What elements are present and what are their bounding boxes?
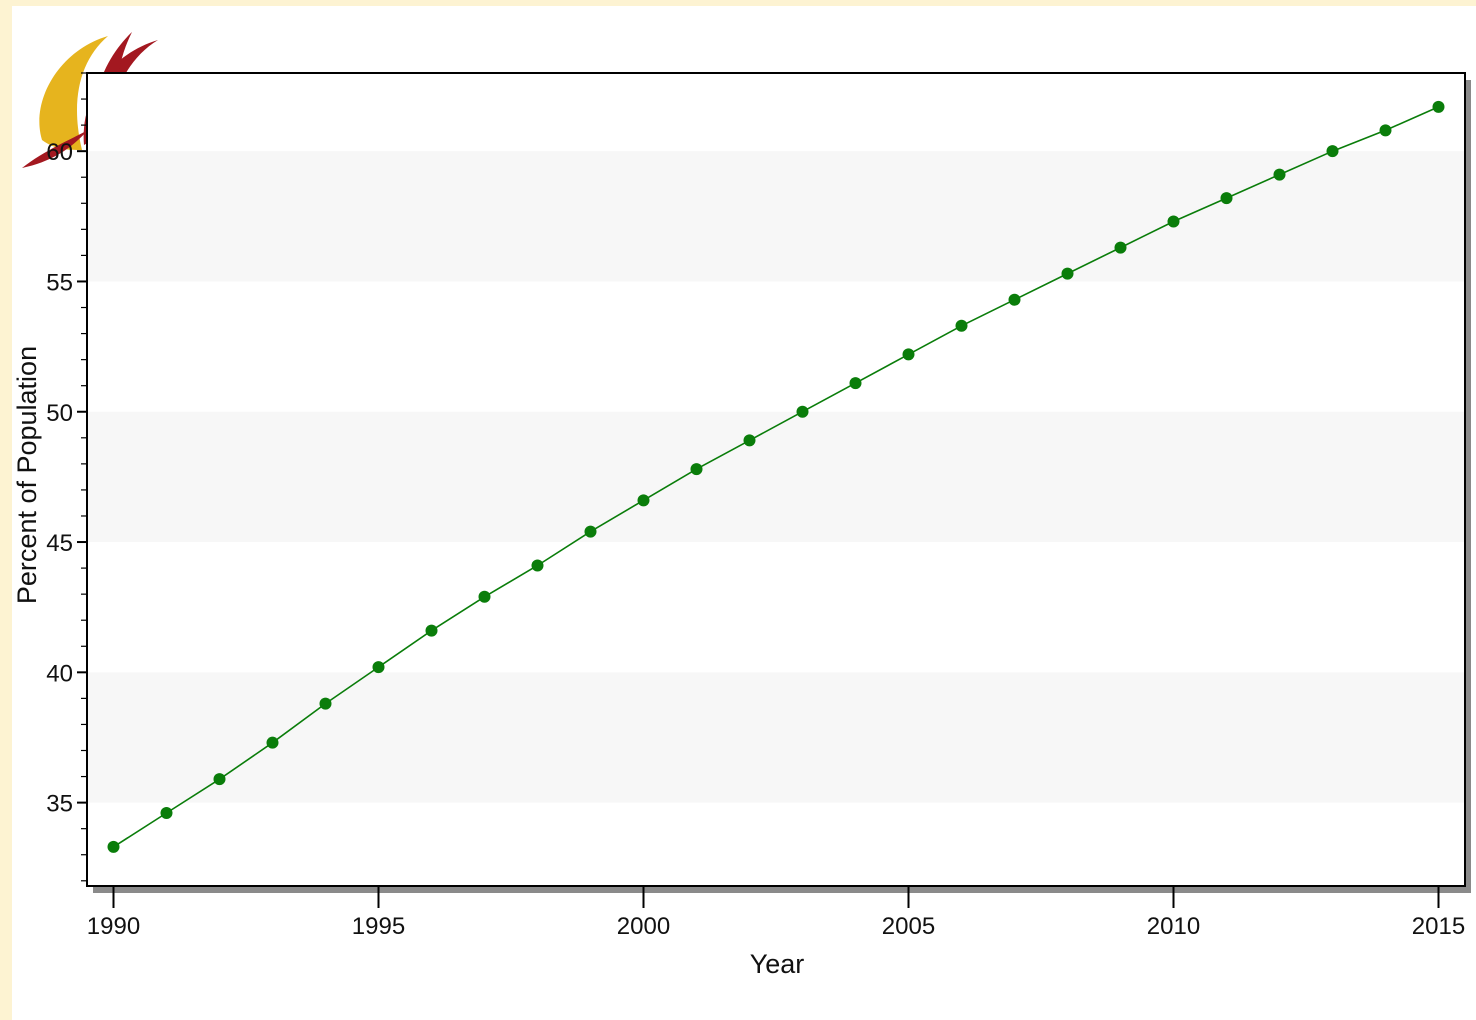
data-point (266, 736, 279, 749)
x-tick-label: 1995 (352, 913, 405, 940)
data-point (1326, 145, 1339, 158)
data-point (902, 348, 915, 361)
grid-band (88, 411, 1464, 543)
x-tick-label: 2000 (617, 913, 670, 940)
x-tick-label: 1990 (87, 913, 140, 940)
grid-bands (88, 151, 1464, 803)
y-tick-label: 35 (46, 791, 73, 818)
data-point (372, 661, 385, 674)
data-point (1114, 241, 1127, 254)
data-point (1008, 293, 1021, 306)
data-point (1061, 267, 1074, 280)
data-point (1220, 192, 1233, 205)
data-point (1167, 215, 1180, 228)
data-points (107, 100, 1445, 853)
y-tick-label: 60 (46, 139, 73, 166)
data-point (478, 590, 491, 603)
y-tick-label: 55 (46, 269, 73, 296)
x-tick-label: 2005 (882, 913, 935, 940)
x-tick-label: 2015 (1412, 913, 1465, 940)
series-line (113, 106, 1439, 848)
y-axis: 35 40 45 50 55 60 (46, 72, 87, 882)
data-point (637, 494, 650, 507)
data-point (319, 697, 332, 710)
grid-band (88, 151, 1464, 282)
data-point (1432, 100, 1445, 113)
x-tick-label: 2010 (1147, 913, 1200, 940)
data-point (1379, 124, 1392, 137)
data-point (160, 807, 173, 820)
y-axis-title: Percent of Population (12, 346, 42, 604)
data-point (1273, 168, 1286, 181)
data-point (743, 434, 756, 447)
data-point (796, 405, 809, 418)
data-point (690, 463, 703, 476)
data-point (107, 840, 120, 853)
data-point (425, 624, 438, 637)
data-point (584, 525, 597, 538)
x-axis-title: Year (750, 949, 805, 979)
data-point (531, 559, 544, 572)
x-axis: 1990 1995 2000 2005 2010 2015 (87, 886, 1465, 940)
grid-band (88, 672, 1464, 803)
y-tick-label: 50 (46, 400, 73, 427)
data-point (955, 319, 968, 332)
data-point (213, 773, 226, 786)
data-point (849, 377, 862, 390)
y-tick-label: 40 (46, 660, 73, 687)
y-tick-label: 45 (46, 530, 73, 557)
